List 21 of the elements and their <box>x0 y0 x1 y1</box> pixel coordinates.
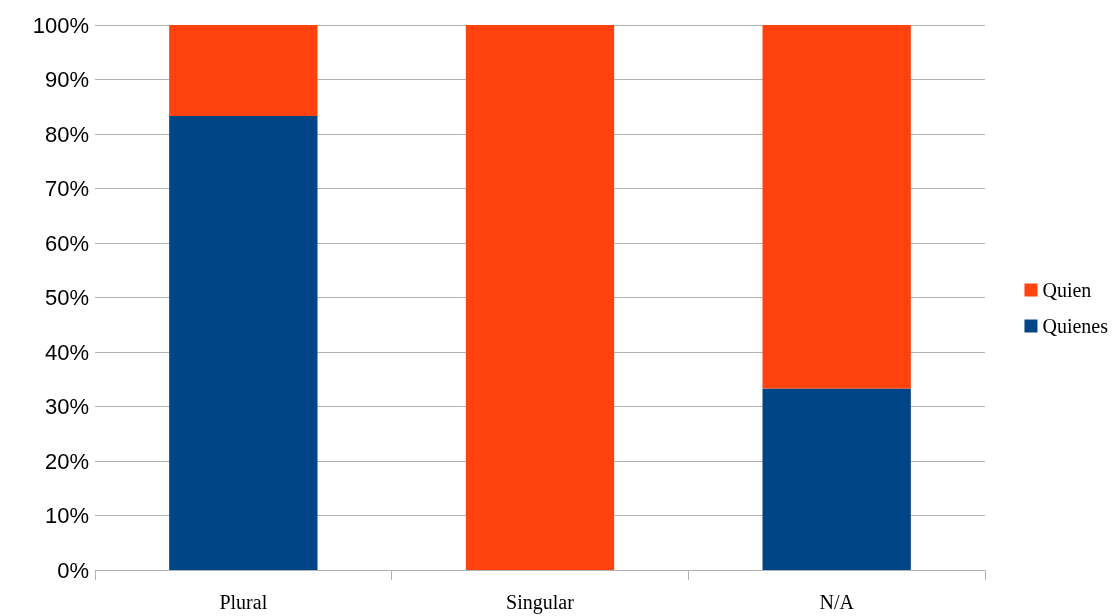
y-tick-label: 0% <box>57 557 89 583</box>
x-tick-label: N/A <box>819 591 855 613</box>
y-tick-label: 40% <box>44 339 89 365</box>
y-tick-label: 60% <box>44 230 89 256</box>
legend-label: Quien <box>1042 279 1092 301</box>
bar <box>169 116 318 570</box>
y-tick-label: 50% <box>44 285 89 310</box>
bar <box>762 388 911 570</box>
y-tick-label: 90% <box>44 67 89 92</box>
x-tick-label: Plural <box>219 591 268 613</box>
y-tick-label: 30% <box>44 394 89 419</box>
legend-label: Quienes <box>1042 315 1109 337</box>
bar <box>465 25 615 570</box>
y-tick-label: 70% <box>44 176 89 201</box>
y-tick-label: 10% <box>44 503 89 528</box>
y-tick-label: 80% <box>44 121 89 147</box>
y-tick-label: 100% <box>32 12 89 38</box>
bar <box>169 25 318 117</box>
bar <box>762 25 911 389</box>
x-tick-label: Singular <box>506 591 575 614</box>
y-tick-label: 20% <box>44 448 89 474</box>
